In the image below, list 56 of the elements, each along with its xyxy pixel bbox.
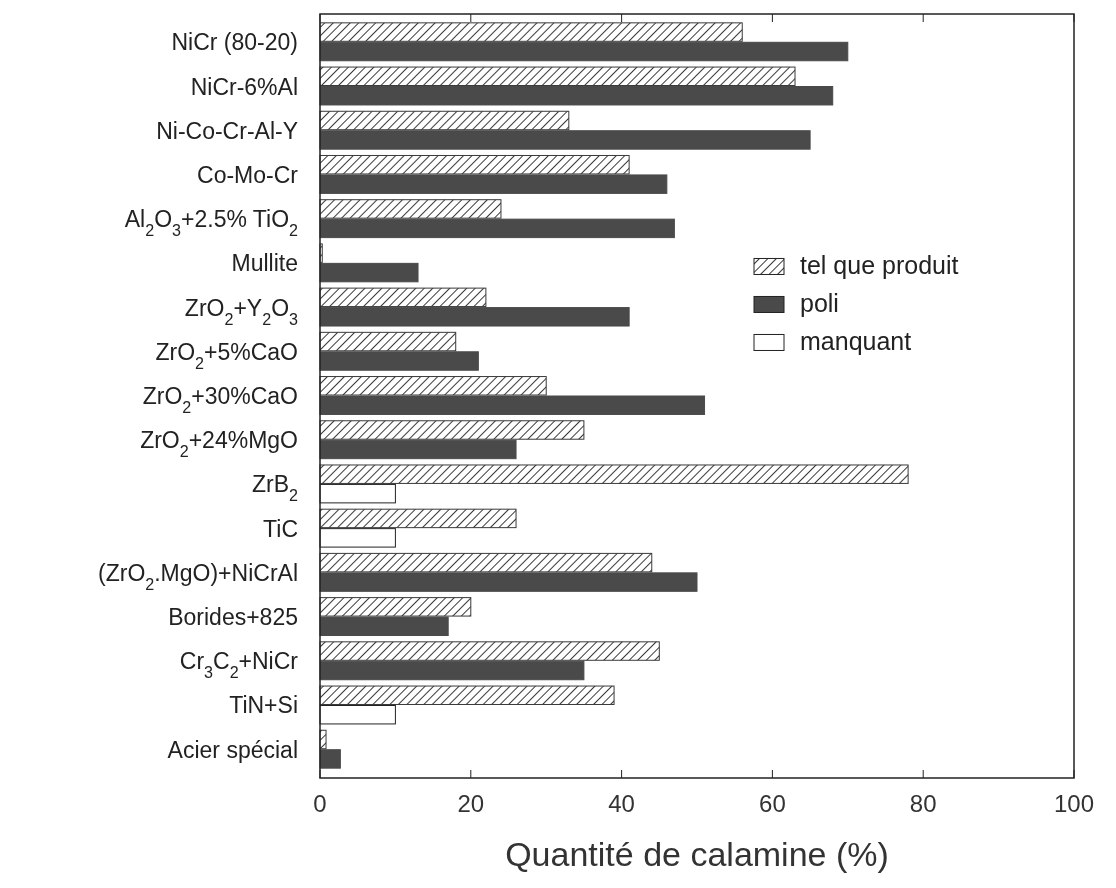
y-tick-label: ZrO$_{2}$+24%MgO <box>140 427 298 461</box>
x-tick-label: 20 <box>457 790 485 817</box>
bar <box>319 41 849 62</box>
y-tick-label: ZrB$_{2}$ <box>251 471 299 505</box>
y-tick-label: Co-Mo-Cr <box>197 161 299 188</box>
bar <box>319 552 653 573</box>
y-tick-label: (ZrO$_{2}$.MgO)+NiCrAl <box>98 559 298 593</box>
bar <box>319 660 585 681</box>
bar <box>319 749 341 769</box>
y-tick-label: ZrO$_{2}$+5%CaO <box>155 338 298 372</box>
bar <box>319 218 675 239</box>
bar <box>319 262 419 283</box>
bar <box>319 110 570 131</box>
x-tick-label: 40 <box>608 790 635 817</box>
bar <box>319 307 630 327</box>
bar <box>319 597 472 617</box>
y-tick-label: Acier spécial <box>167 736 298 763</box>
y-tick-label: Mullite <box>231 250 298 277</box>
legend-label: poli <box>800 289 839 318</box>
bar <box>319 420 585 440</box>
y-tick-label: TiN+Si <box>229 692 298 719</box>
x-tick-label: 80 <box>909 790 937 817</box>
bar <box>319 174 668 194</box>
bar <box>319 22 743 42</box>
x-tick-label: 100 <box>1053 790 1095 817</box>
bar <box>319 331 457 352</box>
legend-label: tel que produit <box>800 251 959 280</box>
bar <box>319 376 547 396</box>
bar <box>319 130 811 150</box>
y-tick-label: Borides+825 <box>168 604 298 631</box>
bar <box>319 199 502 219</box>
bar <box>319 508 517 529</box>
bar <box>319 154 630 175</box>
y-tick-label: Al$_{2}$O$_{3}$+2.5% TiO$_{2}$ <box>124 206 299 240</box>
bar <box>319 616 449 637</box>
bar <box>319 464 909 484</box>
x-axis-title: Quantité de calamine (%) <box>505 835 889 873</box>
y-tick-label: TiC <box>263 515 298 542</box>
bar <box>319 351 479 371</box>
y-tick-label: ZrO$_{2}$+Y$_{2}$O$_{3}$ <box>184 294 299 328</box>
bar <box>319 572 698 592</box>
bar <box>319 395 706 415</box>
y-tick-label: Ni-Co-Cr-Al-Y <box>156 117 298 144</box>
bar <box>319 641 660 661</box>
y-tick-label: Cr$_{3}$C$_{2}$+NiCr <box>179 648 299 682</box>
legend-label: manquant <box>800 327 912 356</box>
bar <box>319 287 487 308</box>
x-tick-label: 60 <box>759 790 786 817</box>
y-tick-label: NiCr-6%Al <box>190 73 298 100</box>
bar <box>319 439 517 460</box>
bar <box>319 86 834 106</box>
bar <box>319 66 796 87</box>
y-tick-label: NiCr (80-20) <box>171 29 298 56</box>
bar <box>319 685 615 705</box>
y-tick-label: ZrO$_{2}$+30%CaO <box>142 383 298 416</box>
x-tick-label: 0 <box>313 790 327 817</box>
